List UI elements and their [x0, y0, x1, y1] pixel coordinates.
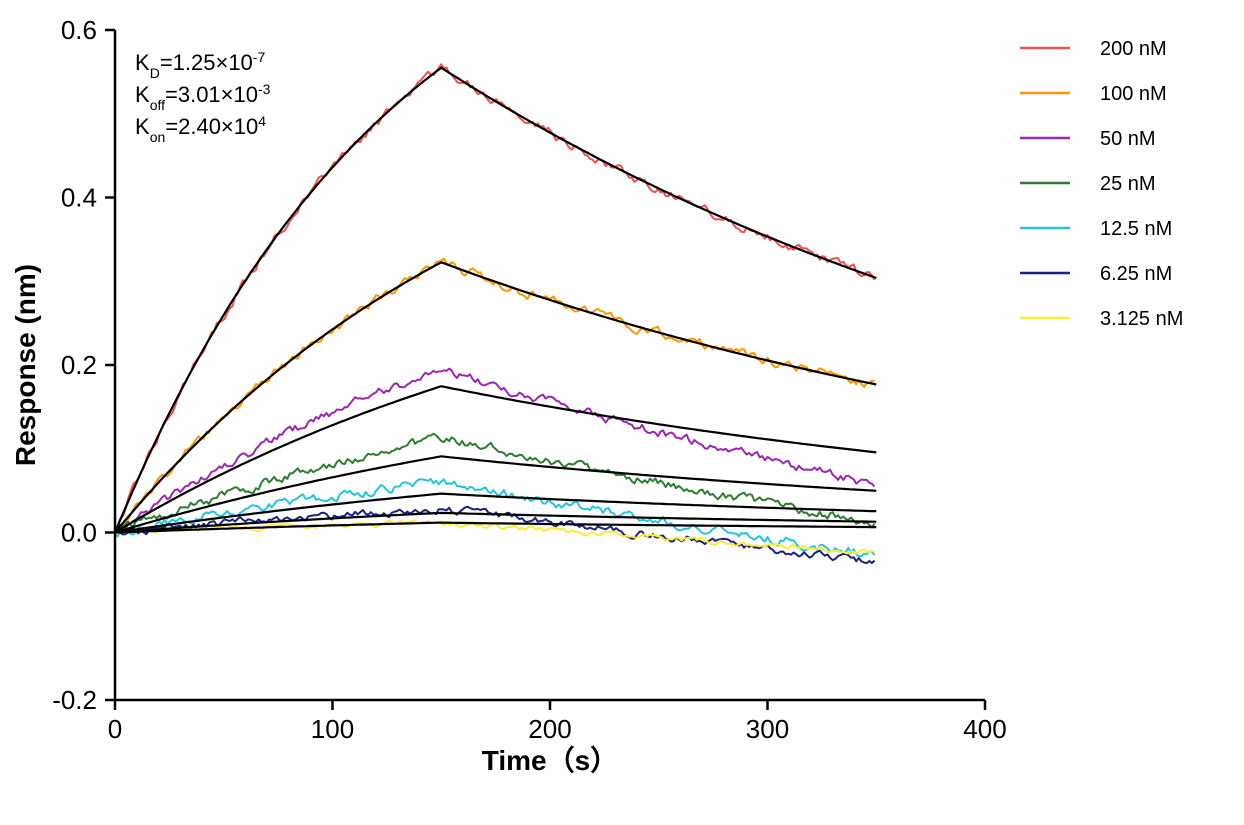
legend-label: 3.125 nM	[1100, 308, 1183, 330]
x-tick-label: 300	[746, 714, 789, 744]
y-tick-label: -0.2	[52, 685, 97, 715]
binding-kinetics-chart: -0.2 0.0 0.2 0.4 0.6 0 100 200 300 400 Time（s） Resp…	[0, 0, 1244, 825]
x-tick-label: 100	[311, 714, 354, 744]
y-axis-label: Response (nm)	[10, 264, 41, 466]
chart-svg: -0.2 0.0 0.2 0.4 0.6 0 100 200 300 400 Time（s） Resp…	[0, 0, 1244, 825]
x-tick-label: 0	[108, 714, 122, 744]
x-tick-label: 400	[963, 714, 1006, 744]
y-tick-label: 0.2	[61, 350, 97, 380]
legend-label: 50 nM	[1100, 128, 1156, 150]
legend-label: 100 nM	[1100, 83, 1167, 105]
legend-label: 25 nM	[1100, 173, 1156, 195]
y-tick-label: 0.6	[61, 15, 97, 45]
x-axis-label: Time（s）	[482, 744, 618, 776]
legend-label: 12.5 nM	[1100, 218, 1172, 240]
x-tick-label: 200	[528, 714, 571, 744]
y-tick-label: 0.4	[61, 183, 97, 213]
legend-label: 6.25 nM	[1100, 263, 1172, 285]
legend-label: 200 nM	[1100, 38, 1167, 60]
y-tick-label: 0.0	[61, 518, 97, 548]
